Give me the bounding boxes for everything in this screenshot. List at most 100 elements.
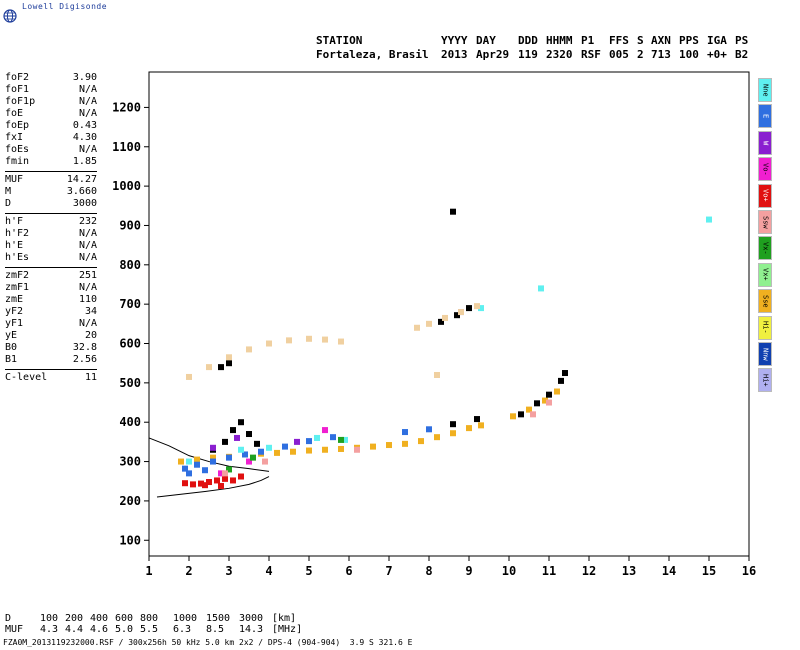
param-value: 2.56 xyxy=(72,354,97,365)
trace-lines xyxy=(148,437,270,498)
param-row: C-level 11 xyxy=(5,372,97,384)
echo-point xyxy=(518,411,524,418)
x-tick-label: 4 xyxy=(265,564,272,578)
param-row: B0 32.8 xyxy=(5,342,97,354)
x-tick-label: 2 xyxy=(185,564,192,578)
header-label-station: STATION xyxy=(316,34,363,47)
echo-point xyxy=(542,397,548,404)
legend-item: Vx- xyxy=(758,236,772,261)
param-value: 232 xyxy=(78,216,97,227)
echo-point xyxy=(438,318,444,325)
legend-item: E xyxy=(758,104,772,129)
echo-point xyxy=(338,338,344,345)
echo-point xyxy=(546,391,552,398)
echo-point xyxy=(230,427,236,434)
header-value-ddd: 119 xyxy=(518,48,538,61)
muf-table-head: MUF xyxy=(5,624,24,635)
header-label-ffs: FFS xyxy=(609,34,629,47)
muf-table-cell: 6.3 xyxy=(173,624,192,635)
param-value: N/A xyxy=(78,84,97,95)
echo-point xyxy=(338,445,344,452)
param-row: yE 20 xyxy=(5,330,97,342)
echo-point xyxy=(194,461,200,468)
muf-table-cell: 4.3 xyxy=(40,624,59,635)
echo-point xyxy=(450,208,456,215)
echo-point xyxy=(274,449,280,456)
param-label: C-level xyxy=(5,372,48,383)
param-row: h'E N/A xyxy=(5,240,97,252)
param-value: N/A xyxy=(78,252,97,263)
x-tick-label: 12 xyxy=(582,564,596,578)
param-row: fxI 4.30 xyxy=(5,132,97,144)
param-row: MUF 14.27 xyxy=(5,174,97,186)
header-value-pps: 100 xyxy=(679,48,699,61)
x-tick-label: 11 xyxy=(542,564,556,578)
echo-point xyxy=(266,340,272,347)
echo-point xyxy=(226,360,232,367)
y-tick-label: 200 xyxy=(119,494,141,508)
legend-item: W xyxy=(758,130,772,155)
muf-table-cell: 400 xyxy=(90,613,109,624)
header-value-ffs: 005 xyxy=(609,48,629,61)
param-value: 11 xyxy=(84,372,97,383)
param-value: 110 xyxy=(78,294,97,305)
header-value-station: Fortaleza, Brasil xyxy=(316,48,429,61)
echo-point xyxy=(218,482,224,489)
echo-point xyxy=(554,388,560,395)
echo-point xyxy=(182,480,188,487)
muf-table-row: MUF 4.3 4.4 4.6 5.0 5.5 6.3 8.5 14.3 [MHz] xyxy=(5,624,305,635)
muf-table-cell: [km] xyxy=(272,613,297,624)
echo-point xyxy=(510,413,516,420)
echo-point xyxy=(230,477,236,484)
muf-table-cell: [MHz] xyxy=(272,624,303,635)
param-value: N/A xyxy=(78,318,97,329)
param-separator xyxy=(5,213,97,214)
echo-point xyxy=(314,434,320,441)
echo-point xyxy=(474,303,480,310)
muf-table-cell: 5.0 xyxy=(115,624,134,635)
echo-point xyxy=(426,320,432,327)
param-value: 4.30 xyxy=(72,132,97,143)
echo-point xyxy=(530,411,536,418)
param-label: h'E xyxy=(5,240,24,251)
y-tick-label: 100 xyxy=(119,533,141,547)
y-tick-label: 1200 xyxy=(112,100,141,114)
y-tick-label: 800 xyxy=(119,258,141,272)
plot-frame xyxy=(148,71,750,557)
x-tick-label: 5 xyxy=(305,564,312,578)
x-tick-label: 15 xyxy=(702,564,716,578)
echo-point xyxy=(558,377,564,384)
echo-point xyxy=(466,425,472,432)
footer-text: FZA0M_2013119232000.RSF / 300x256h 50 kH… xyxy=(3,638,413,647)
echo-point xyxy=(306,447,312,454)
param-label: B1 xyxy=(5,354,18,365)
header-value-axn: 713 xyxy=(651,48,671,61)
echo-point xyxy=(466,305,472,312)
param-label: zmF2 xyxy=(5,270,30,281)
y-tick-label: 900 xyxy=(119,218,141,232)
muf-table-cell: 100 xyxy=(40,613,59,624)
echo-point xyxy=(202,467,208,474)
param-row: foF2 3.90 xyxy=(5,72,97,84)
header-label-p1: P1 xyxy=(581,34,595,47)
muf-table-cell: 8.5 xyxy=(206,624,225,635)
param-label: fmin xyxy=(5,156,30,167)
legend-item: Nne xyxy=(758,78,772,102)
param-value: N/A xyxy=(78,282,97,293)
param-row: yF1 N/A xyxy=(5,318,97,330)
param-row: yF2 34 xyxy=(5,306,97,318)
param-label: zmE xyxy=(5,294,24,305)
param-value: N/A xyxy=(78,228,97,239)
echo-point xyxy=(246,346,252,353)
muf-table-cell: 5.5 xyxy=(140,624,159,635)
param-value: 3.90 xyxy=(72,72,97,83)
header-value-p1: RSF xyxy=(581,48,601,61)
echo-point xyxy=(418,438,424,445)
legend-item: Nnw xyxy=(758,341,772,366)
legend-item: Vx+ xyxy=(758,262,772,287)
echo-point xyxy=(450,421,456,428)
echo-point xyxy=(210,454,216,461)
param-label: foF2 xyxy=(5,72,30,83)
legend-item: Hi- xyxy=(758,315,772,340)
